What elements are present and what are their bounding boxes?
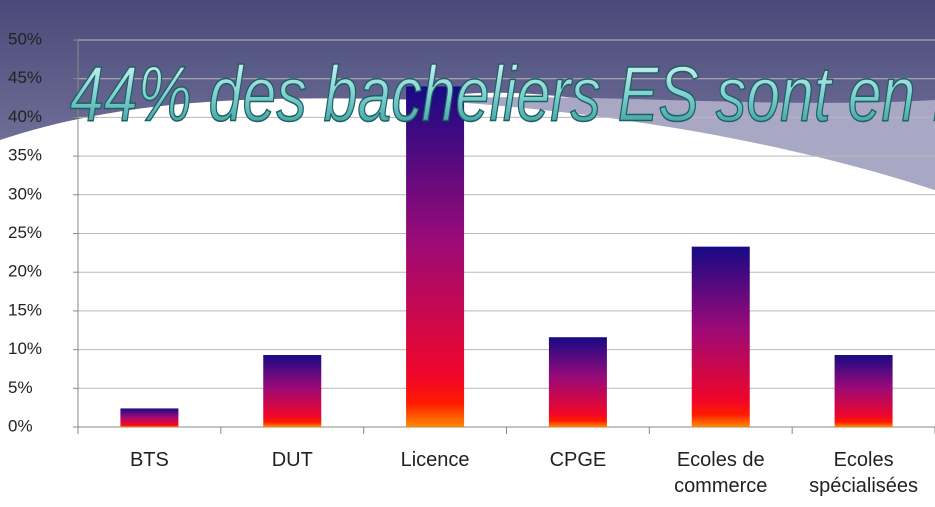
y-tick-label: 40% — [8, 107, 42, 126]
x-tick-label: Ecoles de commerce — [674, 449, 768, 497]
y-tick-label: 50% — [8, 29, 42, 48]
bar — [263, 355, 322, 427]
y-tick-label: 20% — [8, 262, 42, 281]
x-tick-label: BTS — [129, 449, 169, 471]
bar — [548, 337, 607, 427]
banner — [0, 0, 935, 190]
bar — [406, 86, 465, 427]
y-tick-label: 30% — [8, 184, 42, 203]
x-tick-label: CPGE — [549, 449, 607, 471]
x-tick-label: Licence — [400, 449, 470, 471]
chart-title: 44% des bacheliers ES sont en Licence — [70, 50, 935, 137]
y-tick-label: 25% — [8, 223, 42, 242]
x-tick-label: DUT — [271, 449, 313, 471]
y-tick-label: 45% — [8, 68, 42, 87]
bar — [120, 408, 179, 427]
y-tick-label: 35% — [8, 146, 42, 165]
bar — [834, 355, 893, 427]
y-tick-label: 10% — [8, 339, 42, 358]
x-tick-label: Ecoles spécialisées — [809, 449, 919, 497]
y-tick-label: 15% — [8, 300, 42, 319]
banner-light — [420, 97, 935, 190]
bar — [691, 246, 750, 427]
y-tick-label: 0% — [8, 416, 33, 435]
y-tick-label: 5% — [8, 378, 33, 397]
